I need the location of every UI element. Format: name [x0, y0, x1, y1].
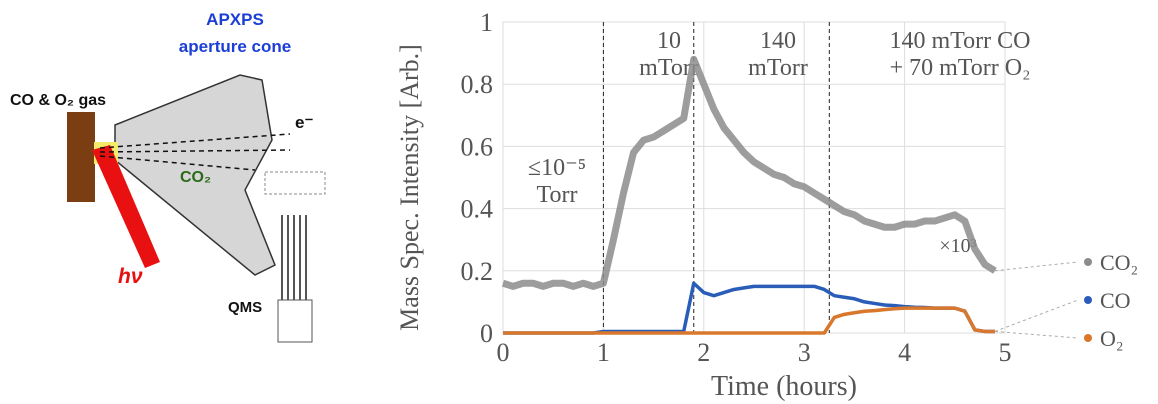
product-label: CO₂: [180, 169, 211, 186]
legend-label: CO: [1100, 288, 1131, 313]
electron-label: e⁻: [295, 113, 313, 132]
x-axis-label: Time (hours): [711, 371, 857, 402]
chart: 0 1 2 3 4 5 0 0.2 0.4 0.6 0.8 1 Time (hours) Mass Spe…: [395, 8, 1138, 402]
y-tick-label: 0.4: [461, 195, 494, 224]
qms-body: [277, 299, 313, 343]
diagram-subtitle: aperture cone: [179, 37, 291, 56]
legend-label: CO₂: [1100, 250, 1138, 275]
qms-rods: [281, 215, 307, 300]
region-label: 140 mTorr CO: [890, 28, 1031, 54]
series-line: [503, 306, 995, 335]
legend-leader: [994, 261, 1079, 272]
legend-leader: [994, 299, 1079, 332]
region-label: ≤10⁻⁵: [528, 155, 586, 181]
region-label: mTorr: [748, 55, 808, 81]
y-axis-label: Mass Spec. Intensity [Arb.]: [395, 44, 424, 331]
x-tick-label: 1: [597, 338, 610, 367]
x-tick-label: 3: [798, 338, 811, 367]
legend-leader: [994, 330, 1079, 339]
legend-marker: [1084, 258, 1092, 266]
qms-inlet: [264, 171, 326, 195]
region-label: + 70 mTorr O₂: [890, 55, 1031, 81]
legend-marker: [1084, 334, 1092, 342]
sample: [67, 112, 95, 202]
legend-label: O₂: [1100, 326, 1124, 351]
gas-label: CO & O₂ gas: [10, 92, 106, 109]
y-tick-label: 1: [480, 8, 493, 37]
region-label: 140: [760, 28, 796, 54]
series-line: [501, 55, 997, 290]
y-tick-label: 0.8: [461, 70, 494, 99]
electron-paths: [99, 133, 291, 171]
legend-marker: [1084, 296, 1092, 304]
x-tick-label: 5: [999, 338, 1012, 367]
region-label: 10: [657, 28, 681, 54]
y-tick-label: 0.2: [461, 257, 494, 286]
aperture-cone: [114, 74, 276, 276]
photon-label: hν: [118, 265, 143, 288]
diagram-title: APXPS: [206, 10, 264, 29]
y-tick-label: 0: [480, 319, 493, 348]
y-tick-label: 0.6: [461, 132, 494, 161]
x-tick-label: 0: [497, 338, 510, 367]
x-tick-label: 4: [898, 338, 911, 367]
region-label: Torr: [537, 182, 578, 208]
detector-label: QMS: [228, 299, 262, 316]
x-ray-beam: [92, 145, 160, 268]
annotation: ×10³: [939, 235, 976, 257]
x-tick-label: 2: [697, 338, 710, 367]
